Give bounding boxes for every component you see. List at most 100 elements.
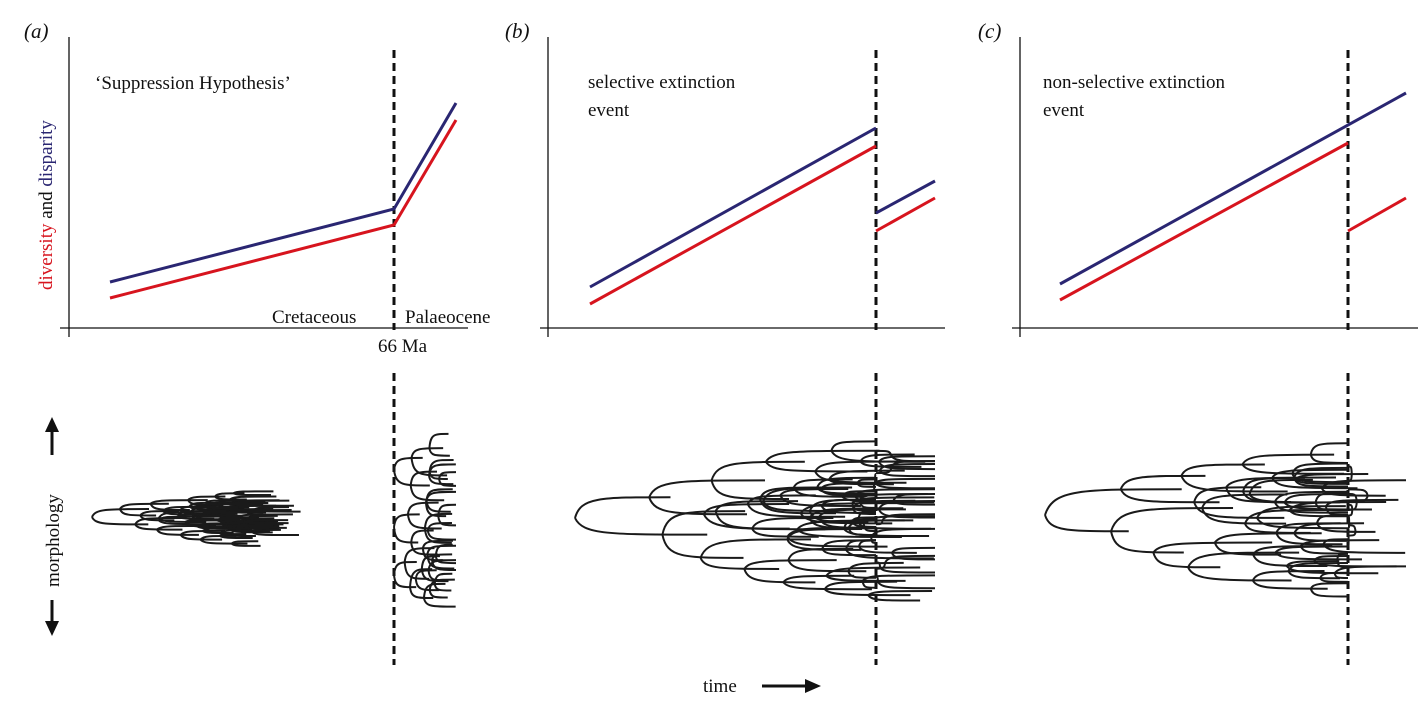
panel-a-label: (a) — [24, 19, 49, 43]
tree-branch — [1110, 506, 1234, 532]
tree-branch — [403, 547, 435, 563]
tree-branch — [1287, 561, 1349, 572]
tree-branch — [1193, 486, 1262, 503]
tree-branch — [1152, 552, 1221, 569]
tree-branch — [414, 578, 439, 592]
tree-branch — [1288, 501, 1387, 511]
tree-branch — [714, 510, 790, 530]
tree-branch — [751, 528, 819, 538]
tree-branch — [410, 529, 434, 543]
tree-branch — [830, 440, 877, 452]
tree-branch — [119, 502, 169, 510]
tree-branch — [1347, 503, 1354, 510]
tree-branch — [214, 492, 245, 498]
panel-a-plot: ‘Suppression Hypothesis’ Cretaceous Pala… — [36, 37, 490, 357]
disparity-line — [1059, 91, 1407, 286]
tree-branch — [1309, 454, 1349, 464]
tree-branch — [1294, 472, 1369, 481]
tree-branch — [251, 531, 299, 537]
tree-branch — [1273, 490, 1349, 503]
tree-branch — [1180, 463, 1265, 477]
tree-branch — [875, 575, 879, 582]
tree-branch — [217, 511, 265, 517]
tree-branch — [424, 490, 457, 503]
tree-branch — [190, 511, 238, 517]
tree-branch — [438, 471, 457, 480]
tree-branch — [1316, 514, 1349, 524]
tree-branch — [421, 539, 453, 549]
tree-branch — [710, 480, 790, 500]
tree-branch — [1347, 501, 1358, 511]
tree-branch — [786, 527, 863, 540]
tree-branch — [787, 547, 854, 561]
tree-branch — [218, 501, 269, 508]
tree-branch — [823, 588, 911, 597]
tree-branch — [422, 582, 446, 599]
tree-branch — [427, 559, 457, 571]
tree-branch — [1110, 531, 1184, 554]
tree-branch — [1347, 532, 1350, 541]
panel-c-label: (c) — [978, 19, 1001, 43]
tree-branch — [779, 487, 849, 496]
tree-branch — [393, 469, 430, 487]
tree-branch — [188, 501, 218, 508]
tree-branch — [207, 506, 239, 512]
tree-branch — [426, 530, 457, 541]
tree-branch — [1336, 552, 1349, 560]
tree-branch — [782, 574, 855, 583]
tree-branch — [1293, 466, 1349, 478]
tree-branch — [845, 549, 934, 560]
tree-branch — [1285, 560, 1340, 567]
tree-branch — [1251, 579, 1328, 590]
tree-branch — [786, 526, 877, 538]
morphology-label: morphology — [43, 494, 64, 587]
tree-branch — [189, 505, 239, 513]
period-before-label: Cretaceous — [272, 307, 356, 328]
tree-branch — [1347, 515, 1351, 524]
tree-branch — [787, 559, 867, 573]
tree-branch — [792, 478, 853, 489]
tree-branch — [1244, 509, 1332, 525]
tree-branch — [219, 519, 254, 524]
tree-branch — [202, 527, 250, 532]
tree-branch — [821, 548, 877, 557]
tree-branch — [1319, 577, 1349, 583]
tree-branch — [1314, 491, 1349, 503]
tree-branch — [232, 492, 272, 497]
tree-branch — [1309, 442, 1349, 455]
tree-branch — [410, 542, 439, 556]
tree-branch — [247, 502, 294, 507]
tree-branch — [661, 534, 744, 559]
tree-branch — [393, 526, 419, 544]
tree-branch — [814, 460, 898, 473]
tree-branch — [427, 475, 454, 486]
tree-branch — [859, 453, 915, 463]
tree-branch — [746, 503, 846, 518]
tree-branch — [859, 460, 922, 468]
tree-branch — [786, 538, 862, 551]
tree-branch — [91, 516, 149, 526]
morphology-axis: morphology — [43, 417, 64, 636]
tree-branch — [878, 508, 936, 519]
panel-c-title-line2: event — [1043, 100, 1085, 121]
tree-branch — [1309, 582, 1349, 590]
tree-branch — [1316, 522, 1376, 533]
tree-branch — [205, 501, 253, 506]
boundary-age-label: 66 Ma — [378, 336, 428, 357]
tree-branch — [858, 546, 917, 554]
tree-branch — [1309, 588, 1349, 598]
disparity-word: disparity — [36, 120, 57, 187]
tree-branch — [1294, 479, 1349, 488]
tree-branch — [393, 513, 420, 528]
tree-branch — [878, 461, 936, 471]
tree-branch — [764, 449, 880, 463]
tree-branch — [867, 594, 921, 602]
tree-branch — [414, 569, 437, 580]
tree-branch — [426, 521, 452, 531]
tree-branch — [219, 529, 263, 534]
tree-branch — [149, 503, 190, 512]
tree-branch — [409, 485, 445, 502]
tree-branch — [1347, 540, 1350, 548]
tree-branch — [1275, 532, 1343, 546]
tree-branch — [851, 507, 877, 515]
